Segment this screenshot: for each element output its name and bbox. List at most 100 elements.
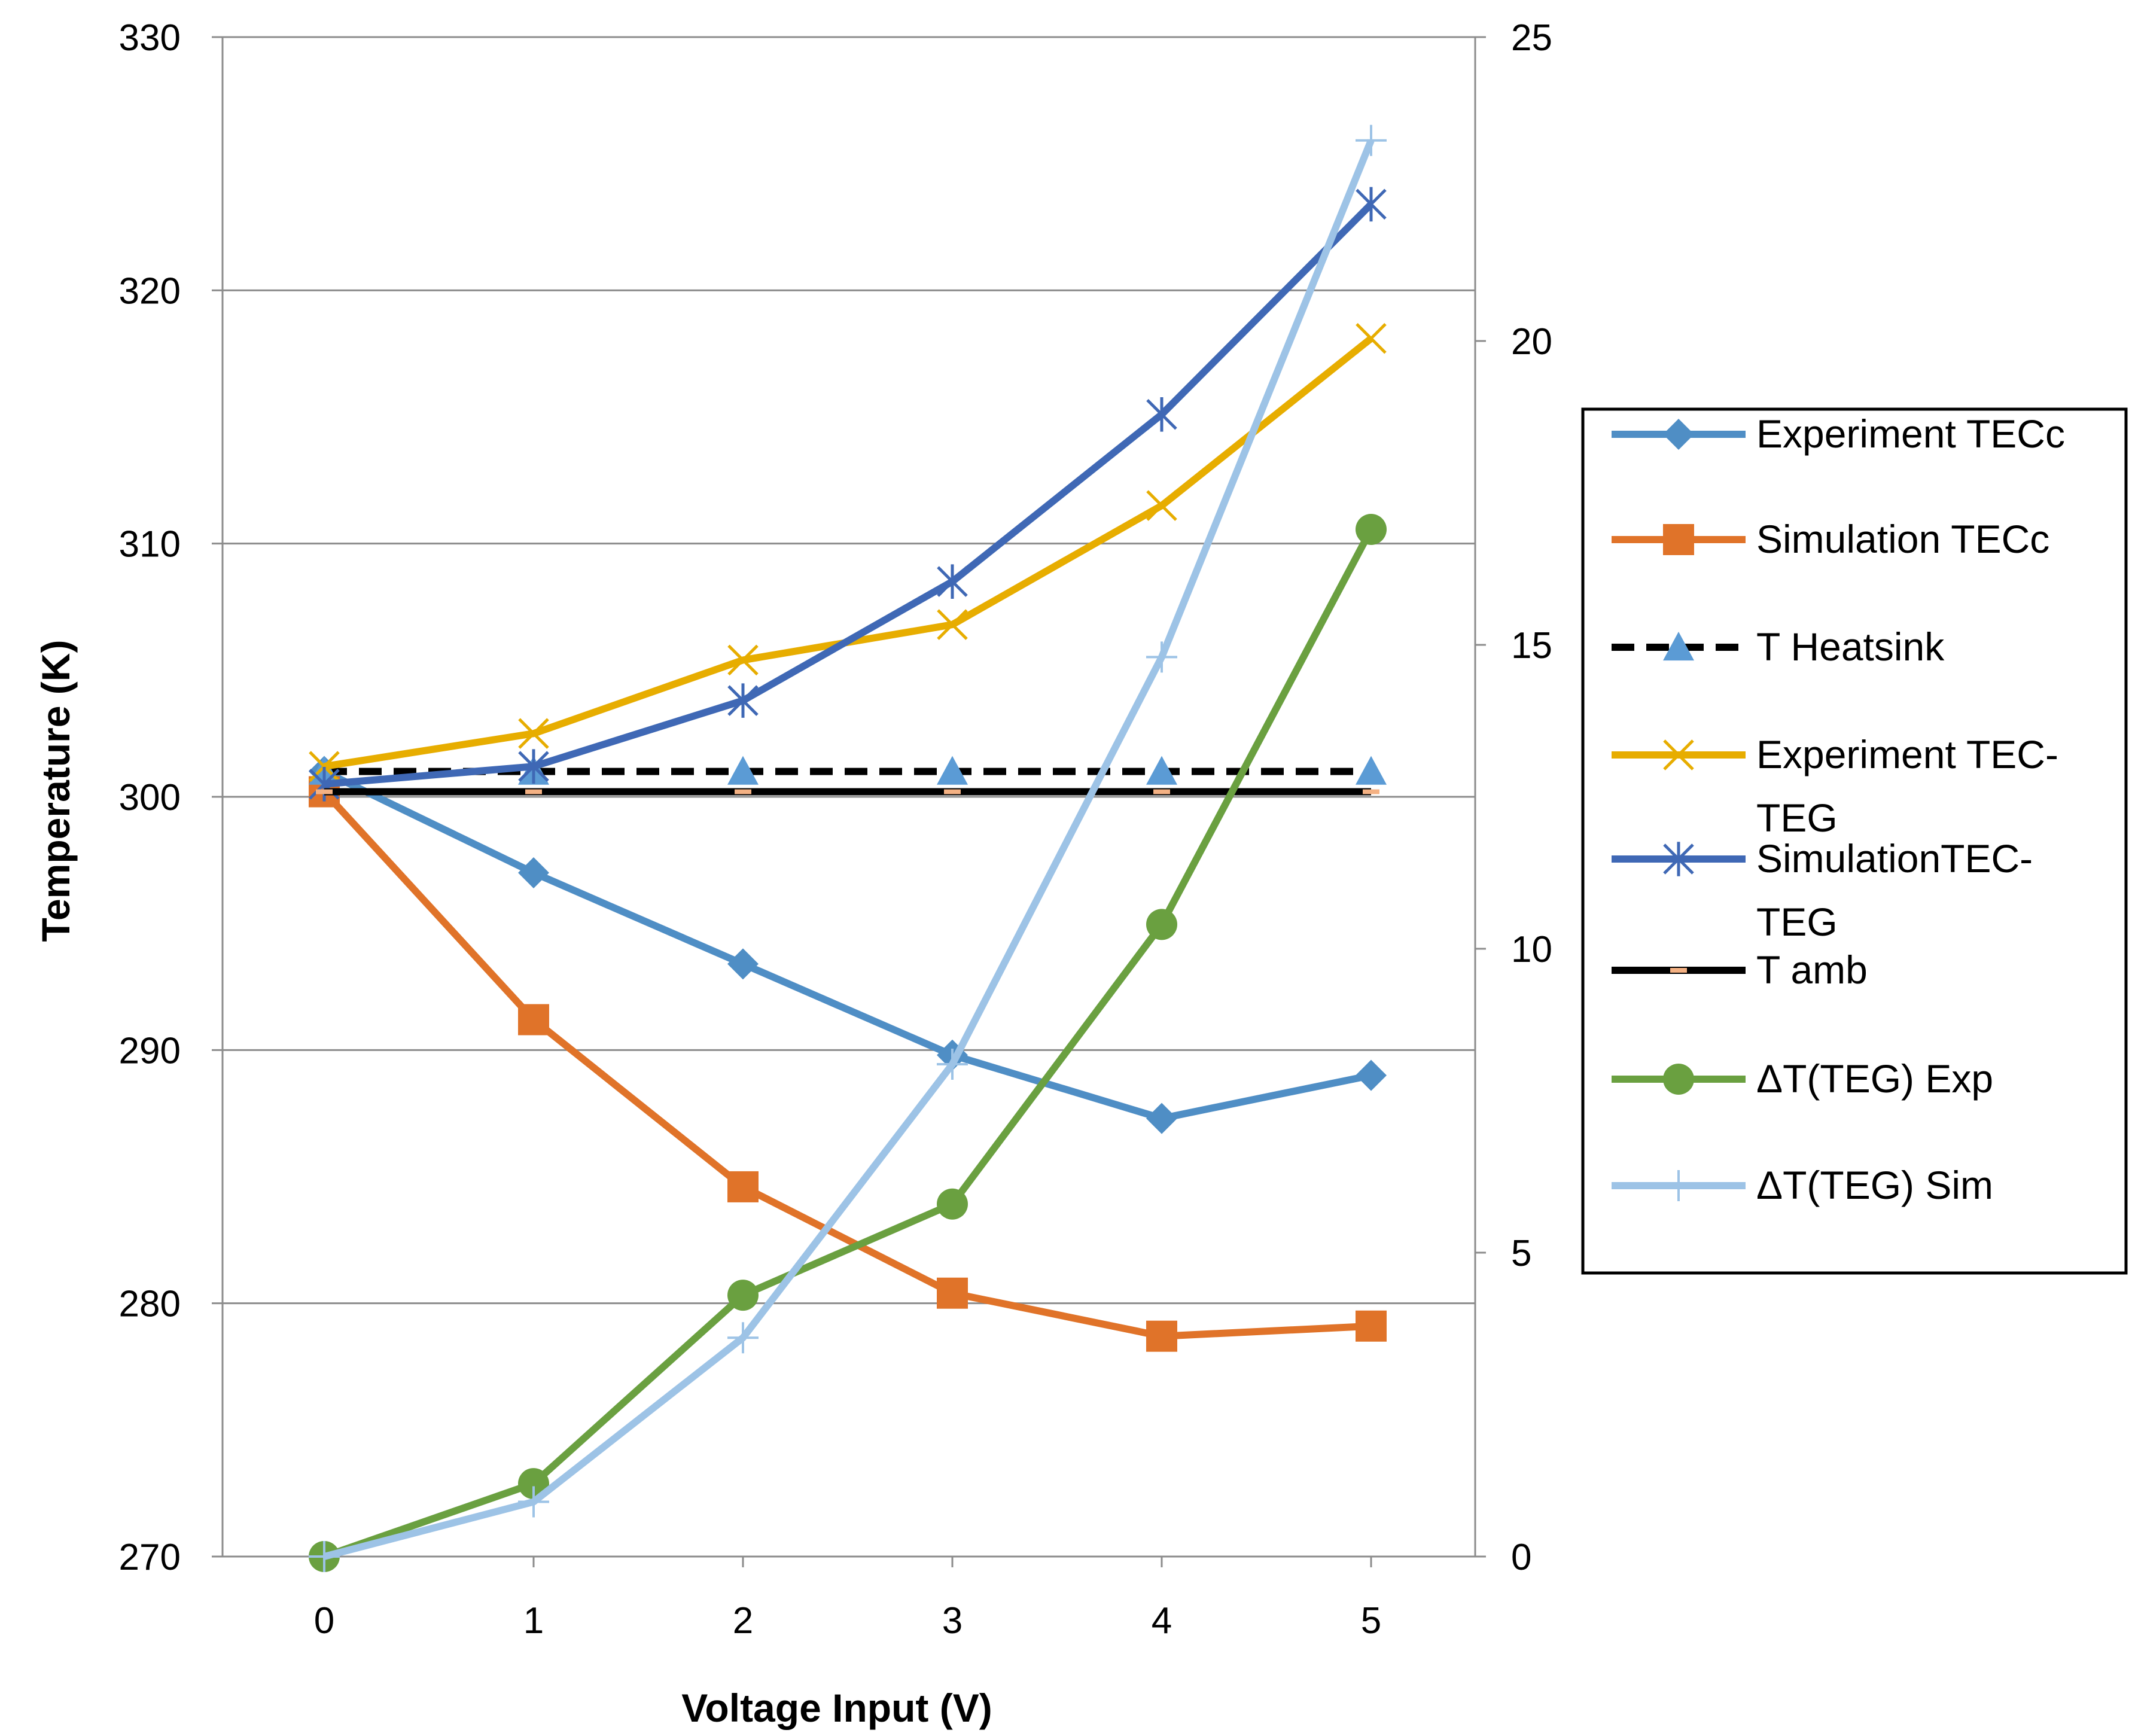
legend-entry-7: ΔT(TEG) Sim [1612,1163,1993,1207]
data-point [735,789,751,794]
x-tick-label: 3 [942,1600,963,1641]
data-point [1356,1059,1387,1091]
legend-label: Experiment TEC- [1756,732,2058,776]
legend-marker [1663,1064,1694,1095]
legend-marker [1663,739,1694,770]
series-5 [316,788,1379,796]
legend-label: T amb [1756,948,1868,992]
data-point [727,756,759,785]
y2-tick-label: 10 [1511,929,1552,970]
data-point [727,1171,759,1202]
legend-label: TEG [1756,796,1838,840]
data-point [1363,789,1379,794]
data-point [1146,1320,1177,1352]
data-point [1356,513,1387,545]
series-line [322,768,1372,1122]
legend-label: ΔT(TEG) Sim [1756,1163,1993,1207]
legend: Experiment TECc Simulation TECc T Heatsink… [1581,407,2128,1275]
legend-label: Experiment TECc [1756,412,2065,456]
y-tick-label: 310 [119,524,181,565]
x-tick-label: 2 [733,1600,753,1641]
data-point [1146,1102,1177,1134]
data-point [525,789,542,794]
series-6 [309,513,1387,1572]
series-line [323,139,1375,1560]
legend-entry-4: SimulationTEC- TEG [1612,836,2033,944]
data-point [1356,756,1387,785]
data-point [1356,124,1387,156]
y-tick-label: 330 [119,17,181,59]
data-point [937,564,968,599]
series-4 [309,187,1387,802]
legend-entry-6: ΔT(TEG) Exp [1612,1056,1993,1101]
data-point [727,683,759,718]
legend-marker [1663,1170,1694,1201]
data-point [1146,756,1177,785]
legend-label: T Heatsink [1756,625,1945,669]
legend-entry-1: Simulation TECc [1612,517,2049,561]
data-point [1356,322,1387,354]
data-point [727,948,759,980]
gridlines [223,36,1475,1305]
y-tick-label: 300 [119,777,181,818]
series-3 [309,322,1387,782]
legend-label: ΔT(TEG) Exp [1756,1056,1993,1101]
data-point [937,756,968,785]
data-point [937,609,968,640]
y-tick-label: 290 [119,1030,181,1071]
data-point [316,789,333,794]
data-point [937,1049,968,1080]
legend-entry-5: T amb [1612,948,1868,992]
y-tick-label: 270 [119,1537,181,1578]
x-tick-label: 4 [1152,1600,1172,1641]
legend-marker [1663,524,1694,555]
data-point [309,1541,340,1572]
data-point [937,1188,968,1220]
series-line [324,202,1374,788]
series-7 [309,124,1387,1572]
data-point [1146,641,1177,673]
legend-entry-0: Experiment TECc [1612,412,2065,456]
legend-entry-3: Experiment TEC- TEG [1612,732,2058,840]
series-line [321,789,1372,1340]
legend-label: SimulationTEC- [1756,836,2033,881]
data-point [727,1280,759,1311]
x-tick-label: 0 [314,1600,334,1641]
data-point [727,1322,759,1354]
legend-marker [1663,419,1694,450]
x-axis-title: Voltage Input (V) [681,1686,992,1730]
data-point [727,644,759,676]
legend-label: TEG [1756,900,1838,944]
series-group [309,124,1387,1572]
x-tick-label: 5 [1361,1600,1381,1641]
data-point [518,749,549,784]
data-point [937,1277,968,1309]
data-point [518,1004,549,1035]
data-point [1153,789,1170,794]
data-point [1146,490,1177,521]
y2-tick-label: 20 [1511,321,1552,363]
legend-marker [1670,968,1687,973]
data-point [1356,187,1387,222]
y2-tick-label: 15 [1511,625,1552,666]
legend-marker [1663,632,1694,661]
series-line [323,528,1375,1560]
y2-tick-label: 25 [1511,17,1552,59]
y-tick-label: 320 [119,270,181,312]
data-point [518,718,549,749]
series-1 [309,776,1387,1352]
y2-tick-label: 5 [1511,1233,1531,1274]
legend-marker [1663,842,1694,876]
y2-tick-label: 0 [1511,1537,1531,1578]
y-tick-label: 280 [119,1284,181,1325]
axes: 270 280 290 300 310 320 330 0 5 10 15 20 25 0 1 2 3 4 5 Vol… [33,17,1552,1730]
data-point [518,1486,549,1518]
series-line [324,336,1373,770]
data-point [518,857,549,888]
data-point [1356,1310,1387,1342]
data-point [944,789,961,794]
legend-label: Simulation TECc [1756,517,2049,561]
data-point [1146,909,1177,940]
data-point [1146,397,1177,432]
